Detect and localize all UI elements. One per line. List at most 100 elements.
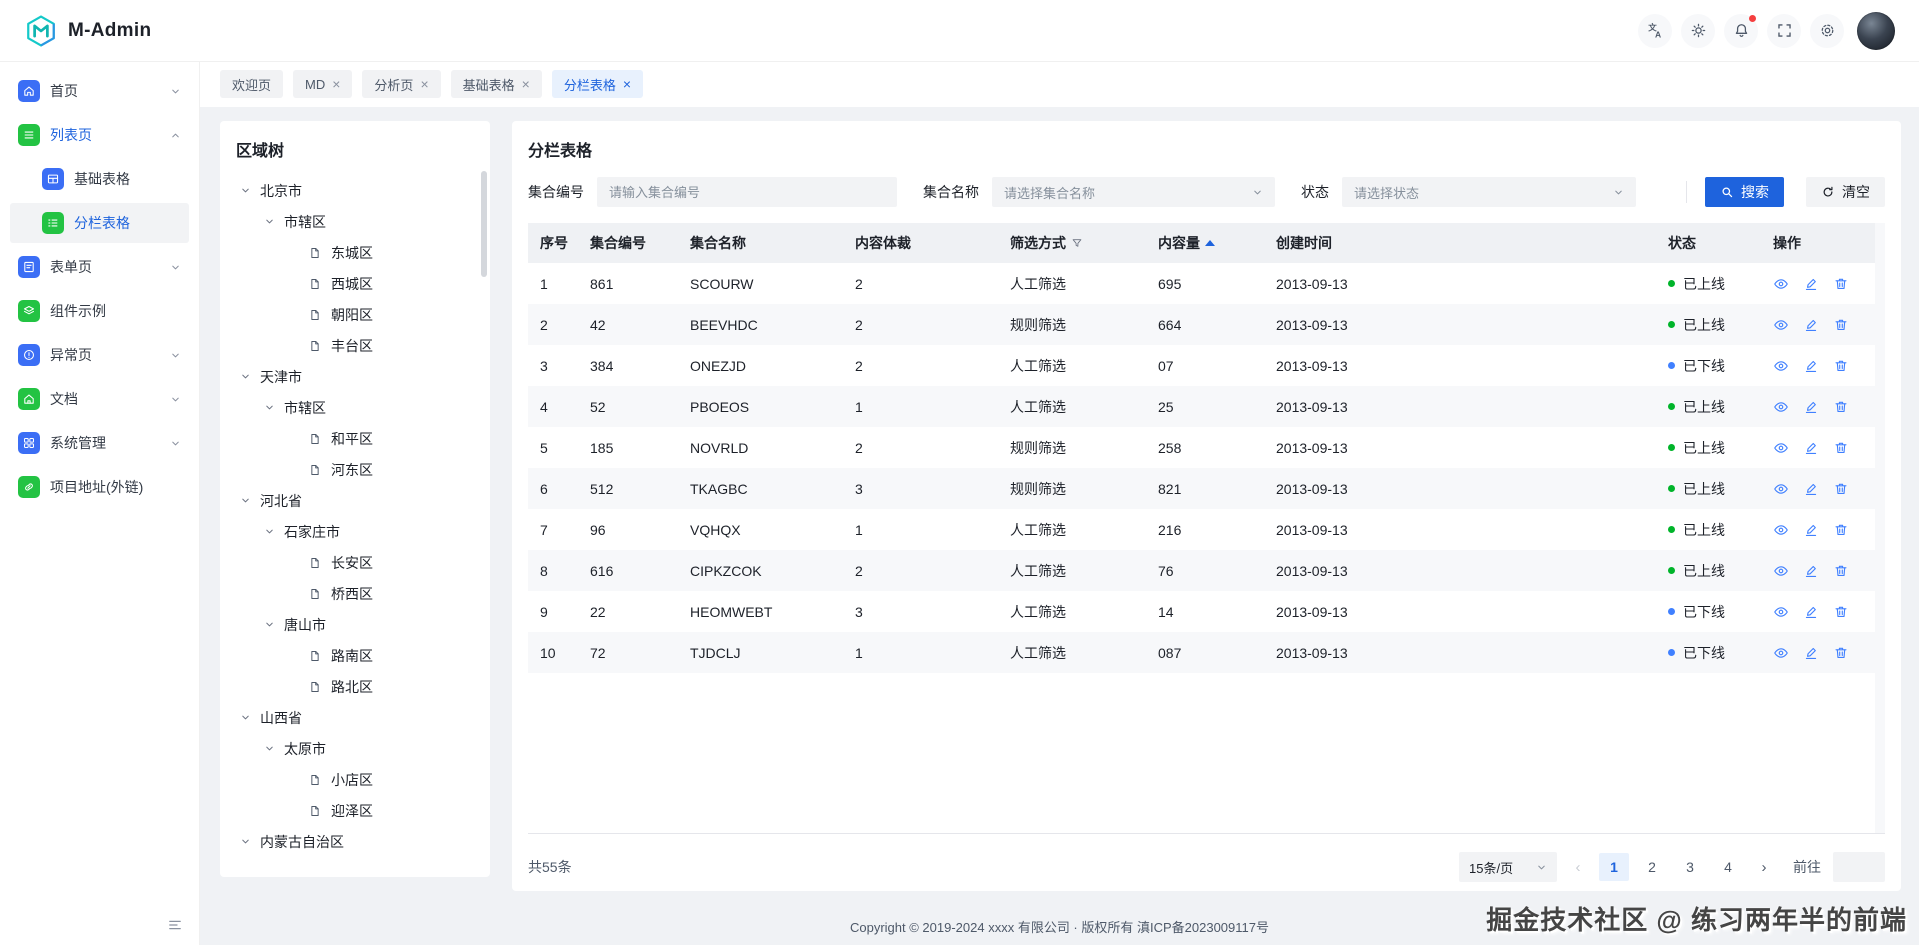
search-button[interactable]: 搜索	[1705, 177, 1784, 207]
collection-code-input[interactable]	[597, 177, 897, 207]
close-icon[interactable]: ×	[521, 76, 530, 92]
tree-scrollbar[interactable]	[481, 171, 487, 277]
sidebar-item-表单页[interactable]: 表单页	[10, 247, 189, 287]
tree-node-和平区[interactable]: 和平区	[236, 423, 476, 454]
filter-icon[interactable]	[1071, 237, 1083, 249]
page-button-4[interactable]: 4	[1724, 859, 1732, 875]
avatar[interactable]	[1857, 11, 1895, 50]
edit-icon[interactable]	[1803, 645, 1819, 661]
column-header-筛选方式[interactable]: 筛选方式	[998, 233, 1146, 253]
view-icon[interactable]	[1773, 563, 1789, 579]
sidebar-item-基础表格[interactable]: 基础表格	[10, 159, 189, 199]
next-page-button[interactable]: ›	[1761, 858, 1767, 876]
page-button-2[interactable]: 2	[1648, 859, 1656, 875]
edit-icon[interactable]	[1803, 604, 1819, 620]
tab-MD[interactable]: MD ×	[293, 70, 353, 98]
collapse-sidebar-icon[interactable]	[167, 917, 183, 933]
edit-icon[interactable]	[1803, 276, 1819, 292]
view-icon[interactable]	[1773, 317, 1789, 333]
tree-node-河东区[interactable]: 河东区	[236, 454, 476, 485]
fullscreen-icon[interactable]	[1767, 13, 1801, 48]
page-button-1[interactable]: 1	[1599, 853, 1629, 881]
page-button-3[interactable]: 3	[1686, 859, 1694, 875]
view-icon[interactable]	[1773, 522, 1789, 538]
tree-node-西城区[interactable]: 西城区	[236, 268, 476, 299]
close-icon[interactable]: ×	[622, 76, 632, 92]
settings-icon[interactable]	[1810, 13, 1844, 48]
page-size-select[interactable]: 15条/页	[1459, 852, 1557, 882]
code-filter-label: 集合编号	[528, 184, 584, 200]
edit-icon[interactable]	[1803, 522, 1819, 538]
tree-node-山西省[interactable]: 山西省	[236, 702, 476, 733]
tree-node-小店区[interactable]: 小店区	[236, 764, 476, 795]
prev-page-button[interactable]: ‹	[1575, 858, 1581, 876]
tree-node-唐山市[interactable]: 唐山市	[236, 609, 476, 640]
status-select[interactable]: 请选择状态	[1342, 177, 1636, 207]
tree-node-天津市[interactable]: 天津市	[236, 361, 476, 392]
close-icon[interactable]: ×	[332, 76, 341, 92]
sidebar-item-分栏表格[interactable]: 分栏表格	[10, 203, 189, 243]
delete-icon[interactable]	[1833, 645, 1849, 661]
view-icon[interactable]	[1773, 399, 1789, 415]
tree-node-市辖区[interactable]: 市辖区	[236, 206, 476, 237]
tree-node-丰台区[interactable]: 丰台区	[236, 330, 476, 361]
delete-icon[interactable]	[1833, 317, 1849, 333]
sidebar-item-异常页[interactable]: 异常页	[10, 335, 189, 375]
edit-icon[interactable]	[1803, 317, 1819, 333]
theme-icon[interactable]	[1681, 13, 1715, 48]
view-icon[interactable]	[1773, 440, 1789, 456]
tree-node-桥西区[interactable]: 桥西区	[236, 578, 476, 609]
edit-icon[interactable]	[1803, 399, 1819, 415]
view-icon[interactable]	[1773, 645, 1789, 661]
tree-node-石家庄市[interactable]: 石家庄市	[236, 516, 476, 547]
sort-ascending-icon[interactable]	[1205, 239, 1215, 246]
tree-node-内蒙古自治区[interactable]: 内蒙古自治区	[236, 826, 476, 857]
tab-分栏表格[interactable]: 分栏表格 ×	[551, 70, 644, 98]
delete-icon[interactable]	[1833, 522, 1849, 538]
notification-icon[interactable]	[1724, 13, 1758, 48]
tree-node-路北区[interactable]: 路北区	[236, 671, 476, 702]
edit-icon[interactable]	[1803, 440, 1819, 456]
tree-node-东城区[interactable]: 东城区	[236, 237, 476, 268]
sidebar-item-系统管理[interactable]: 系统管理	[10, 423, 189, 463]
tree-node-市辖区[interactable]: 市辖区	[236, 392, 476, 423]
delete-icon[interactable]	[1833, 399, 1849, 415]
view-icon[interactable]	[1773, 604, 1789, 620]
delete-icon[interactable]	[1833, 563, 1849, 579]
tree-node-河北省[interactable]: 河北省	[236, 485, 476, 516]
tab-分析页[interactable]: 分析页 ×	[362, 70, 441, 98]
cell-no: 5	[540, 439, 548, 456]
delete-icon[interactable]	[1833, 604, 1849, 620]
edit-icon[interactable]	[1803, 481, 1819, 497]
edit-icon[interactable]	[1803, 358, 1819, 374]
view-icon[interactable]	[1773, 481, 1789, 497]
delete-icon[interactable]	[1833, 481, 1849, 497]
goto-page-input[interactable]	[1833, 852, 1885, 882]
tab-基础表格[interactable]: 基础表格 ×	[450, 70, 542, 98]
tree-node-北京市[interactable]: 北京市	[236, 175, 476, 206]
sidebar-item-组件示例[interactable]: 组件示例	[10, 291, 189, 331]
tree-node-太原市[interactable]: 太原市	[236, 733, 476, 764]
sidebar-item-列表页[interactable]: 列表页	[10, 115, 189, 155]
tree-node-朝阳区[interactable]: 朝阳区	[236, 299, 476, 330]
view-icon[interactable]	[1773, 276, 1789, 292]
delete-icon[interactable]	[1833, 440, 1849, 456]
delete-icon[interactable]	[1833, 276, 1849, 292]
collection-name-select[interactable]: 请选择集合名称	[992, 177, 1275, 207]
sidebar-item-首页[interactable]: 首页	[10, 71, 189, 111]
clear-button[interactable]: 清空	[1806, 177, 1885, 207]
tree-node-路南区[interactable]: 路南区	[236, 640, 476, 671]
edit-icon[interactable]	[1803, 563, 1819, 579]
tab-欢迎页[interactable]: 欢迎页	[220, 70, 284, 98]
column-header-内容量[interactable]: 内容量	[1146, 233, 1264, 253]
sidebar-item-项目地址(外链)[interactable]: 项目地址(外链)	[10, 467, 189, 507]
file-icon	[308, 277, 322, 291]
tree-node-迎泽区[interactable]: 迎泽区	[236, 795, 476, 826]
tree-node-长安区[interactable]: 长安区	[236, 547, 476, 578]
sidebar-item-文档[interactable]: 文档	[10, 379, 189, 419]
close-icon[interactable]: ×	[420, 76, 429, 92]
view-icon[interactable]	[1773, 358, 1789, 374]
delete-icon[interactable]	[1833, 358, 1849, 374]
table-row: 5 185 NOVRLD 2 规则筛选 258 2013-09-13 已上线	[528, 427, 1875, 468]
